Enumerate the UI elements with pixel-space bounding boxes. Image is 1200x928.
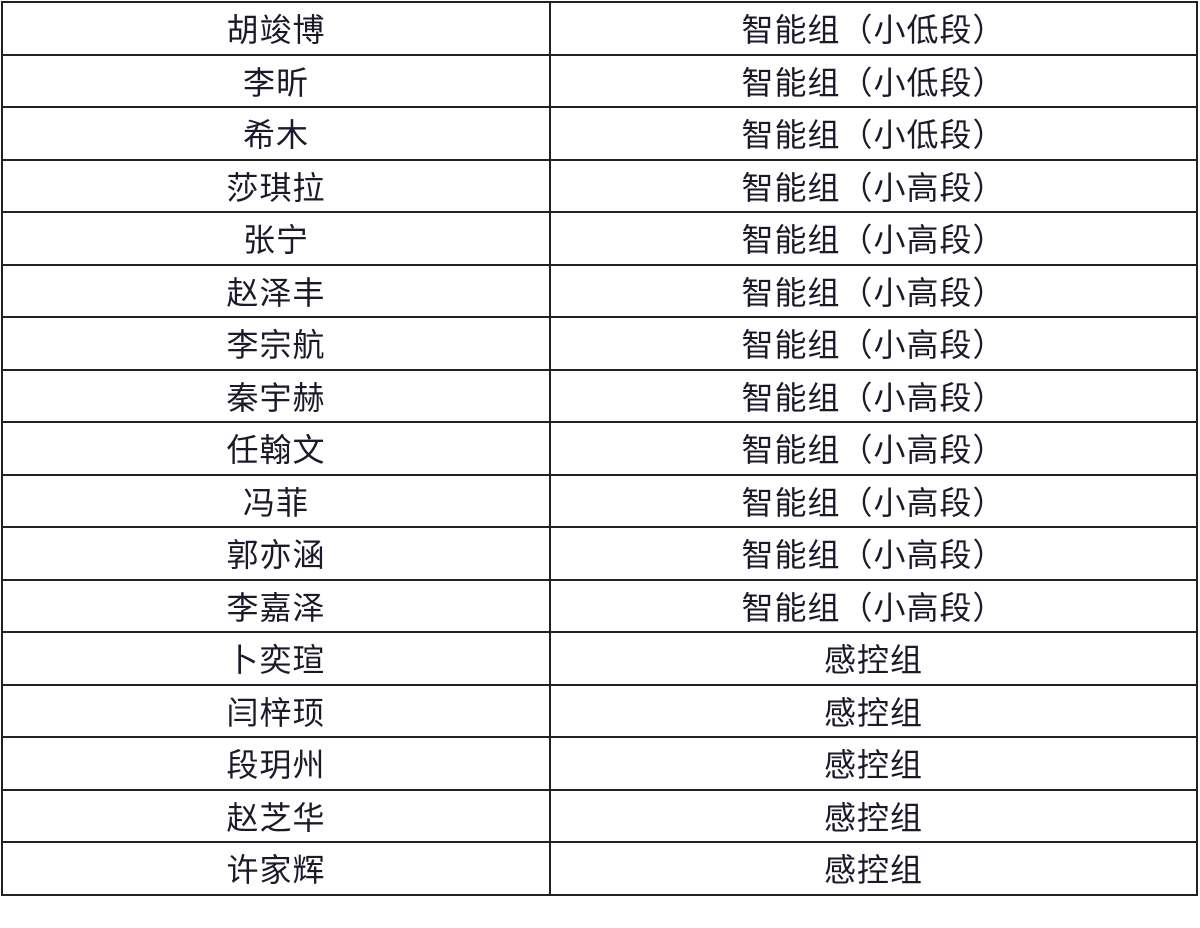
group-cell: 智能组（小高段） — [549, 263, 1198, 318]
table-row: 秦宇赫 智能组（小高段） — [1, 368, 1198, 423]
name-cell: 张宁 — [1, 211, 551, 266]
name-cell: 卜奕瑄 — [1, 631, 551, 686]
group-cell: 智能组（小低段） — [549, 1, 1198, 56]
table-row: 李昕 智能组（小低段） — [1, 53, 1198, 108]
group-cell: 智能组（小高段） — [549, 578, 1198, 633]
group-cell: 感控组 — [549, 841, 1198, 896]
table-row: 李宗航 智能组（小高段） — [1, 316, 1198, 371]
group-cell: 智能组（小高段） — [549, 368, 1198, 423]
table-row: 段玥州 感控组 — [1, 736, 1198, 791]
name-cell: 许家辉 — [1, 841, 551, 896]
name-cell: 秦宇赫 — [1, 368, 551, 423]
name-cell: 李嘉泽 — [1, 578, 551, 633]
name-cell: 段玥州 — [1, 736, 551, 791]
name-cell: 赵泽丰 — [1, 263, 551, 318]
name-cell: 胡竣博 — [1, 1, 551, 56]
group-cell: 智能组（小低段） — [549, 106, 1198, 161]
name-cell: 李宗航 — [1, 316, 551, 371]
table-row: 胡竣博 智能组（小低段） — [1, 1, 1198, 56]
group-cell: 感控组 — [549, 631, 1198, 686]
name-cell: 希木 — [1, 106, 551, 161]
roster-table: 胡竣博 智能组（小低段） 李昕 智能组（小低段） 希木 智能组（小低段） 莎琪拉 智能组（小高… — [1, 1, 1198, 896]
table-row: 莎琪拉 智能组（小高段） — [1, 158, 1198, 213]
group-cell: 智能组（小高段） — [549, 158, 1198, 213]
name-cell: 冯菲 — [1, 473, 551, 528]
table-row: 赵芝华 感控组 — [1, 788, 1198, 843]
name-cell: 李昕 — [1, 53, 551, 108]
name-cell: 赵芝华 — [1, 788, 551, 843]
group-cell: 感控组 — [549, 788, 1198, 843]
table-row: 任翰文 智能组（小高段） — [1, 421, 1198, 476]
table-row: 郭亦涵 智能组（小高段） — [1, 526, 1198, 581]
group-cell: 智能组（小高段） — [549, 211, 1198, 266]
table-row: 张宁 智能组（小高段） — [1, 211, 1198, 266]
table-row: 冯菲 智能组（小高段） — [1, 473, 1198, 528]
table-row: 闫梓顼 感控组 — [1, 683, 1198, 738]
table-row: 李嘉泽 智能组（小高段） — [1, 578, 1198, 633]
table-row: 希木 智能组（小低段） — [1, 106, 1198, 161]
group-cell: 智能组（小高段） — [549, 526, 1198, 581]
table-row: 许家辉 感控组 — [1, 841, 1198, 896]
group-cell: 智能组（小高段） — [549, 473, 1198, 528]
name-cell: 郭亦涵 — [1, 526, 551, 581]
name-cell: 莎琪拉 — [1, 158, 551, 213]
group-cell: 智能组（小高段） — [549, 421, 1198, 476]
group-cell: 感控组 — [549, 683, 1198, 738]
name-cell: 任翰文 — [1, 421, 551, 476]
table-row: 赵泽丰 智能组（小高段） — [1, 263, 1198, 318]
group-cell: 智能组（小高段） — [549, 316, 1198, 371]
group-cell: 感控组 — [549, 736, 1198, 791]
group-cell: 智能组（小低段） — [549, 53, 1198, 108]
table-row: 卜奕瑄 感控组 — [1, 631, 1198, 686]
name-cell: 闫梓顼 — [1, 683, 551, 738]
